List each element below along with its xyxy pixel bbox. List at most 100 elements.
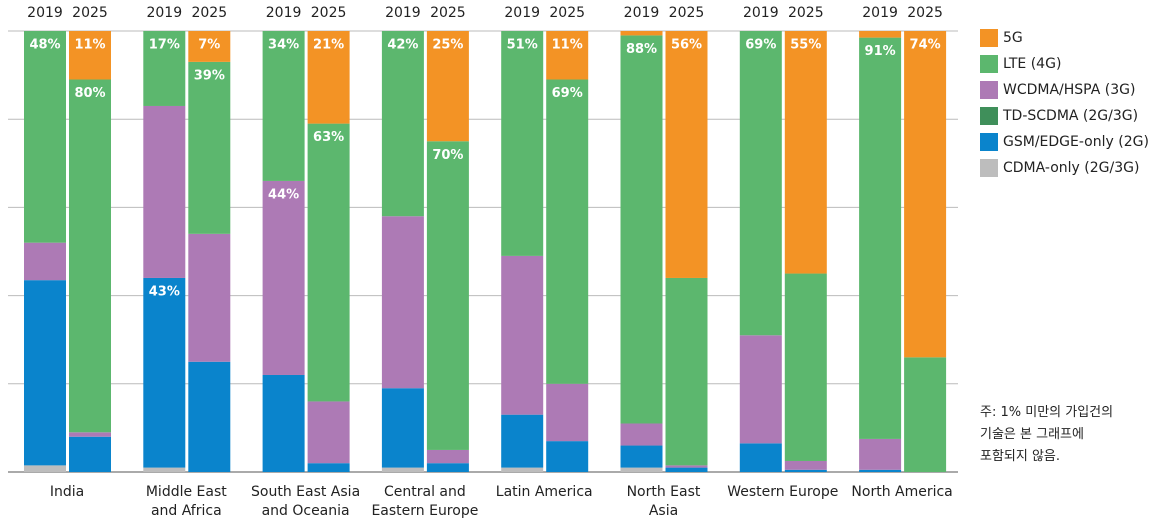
value-label: 39% [194,68,225,83]
value-label: 17% [149,38,180,53]
bar-segment [143,277,186,468]
legend-swatch [980,159,998,177]
bar-segment [620,423,663,446]
bar-segment [859,31,902,38]
bar-segment [69,31,111,80]
bar-segment [859,469,902,472]
bar-segment [546,441,589,472]
legend-swatch [980,107,998,125]
legend-label: CDMA-only (2G/3G) [1003,160,1139,176]
note: 기술은 본 그래프에 [980,427,1084,442]
bar-segment [24,280,66,466]
value-label: 88% [626,42,657,57]
bar-segment [143,31,186,106]
value-label: 70% [432,148,463,163]
bar-segment [307,123,350,402]
bar-segment [904,31,947,358]
legend-label: GSM/EDGE-only (2G) [1003,134,1149,150]
bar-segment [188,233,231,362]
value-label: 69% [745,38,776,53]
legend-swatch [980,29,998,47]
bar-segment [24,465,66,472]
bar-segment [143,105,186,278]
year-label: 2025 [430,5,466,21]
legend-label: WCDMA/HSPA (3G) [1003,82,1135,98]
note: 주: 1% 미만의 가입건의 [980,405,1114,420]
year-label: 2025 [311,5,347,21]
value-label: 74% [910,38,941,53]
year-label: 2025 [549,5,585,21]
bar-segment [620,35,663,424]
bar-segment [739,31,782,336]
x-tick-label: North America [851,484,953,500]
bar-segment [69,79,111,433]
bar-segment [381,467,424,472]
x-tick-label: Western Europe [727,484,839,500]
bar-segment [546,79,589,384]
bar-segment [501,414,544,468]
value-label: 11% [552,38,583,53]
bar-segment [784,460,827,470]
bar-segment [381,31,424,217]
year-label: 2019 [862,5,898,21]
bar-segment [426,141,469,450]
value-label: 21% [313,38,344,53]
bar-segment [69,436,111,472]
bar-segment [426,463,469,472]
bar-segment [24,242,66,281]
value-label: 42% [387,38,418,53]
legend-swatch [980,133,998,151]
bar-segment [307,463,350,472]
bar-segment [24,31,66,243]
bar-segment [69,432,111,437]
bar-segment [904,357,947,472]
value-label: 69% [552,86,583,101]
bar-segment [381,388,424,468]
bar-segment [381,216,424,389]
bar-segment [784,469,827,472]
x-tick-label: India [49,484,85,500]
bar-segment [426,31,469,142]
bar-segment [546,31,589,80]
bar-segment [262,31,305,181]
year-label: 2025 [669,5,705,21]
x-tick-label: Central and Eastern Europe [371,484,479,519]
year-label: 2025 [788,5,824,21]
value-label: 56% [671,38,702,53]
bar-segment [188,31,231,62]
year-label: 2025 [191,5,227,21]
legend-label: TD-SCDMA (2G/3G) [1002,108,1138,124]
bar-segment [501,31,544,256]
value-label: 7% [198,38,220,53]
legend-swatch [980,55,998,73]
year-label: 2019 [266,5,302,21]
legend-swatch [980,81,998,99]
value-label: 55% [790,38,821,53]
year-label: 2025 [907,5,943,21]
bar-segment [188,361,231,472]
note: 포함되지 않음. [980,449,1061,464]
year-label: 2019 [27,5,63,21]
year-label: 2019 [743,5,779,21]
year-label: 2019 [504,5,540,21]
year-label: 2019 [146,5,182,21]
x-tick-label: Middle East and Africa [145,484,227,519]
bar-segment [143,467,186,472]
value-label: 25% [432,38,463,53]
value-label: 63% [313,130,344,145]
bar-segment [620,467,663,472]
bar-segment [784,273,827,461]
bar-segment [307,31,350,124]
bar-segment [188,61,231,234]
year-label: 2019 [385,5,421,21]
bar-segment [784,31,827,274]
x-tick-label: North East Asia [626,484,701,519]
value-label: 43% [149,284,180,299]
bar-segment [739,443,782,472]
value-label: 80% [74,86,105,101]
bar-segment [665,467,708,472]
bar-segment [665,277,708,466]
bar-segment [859,438,902,470]
